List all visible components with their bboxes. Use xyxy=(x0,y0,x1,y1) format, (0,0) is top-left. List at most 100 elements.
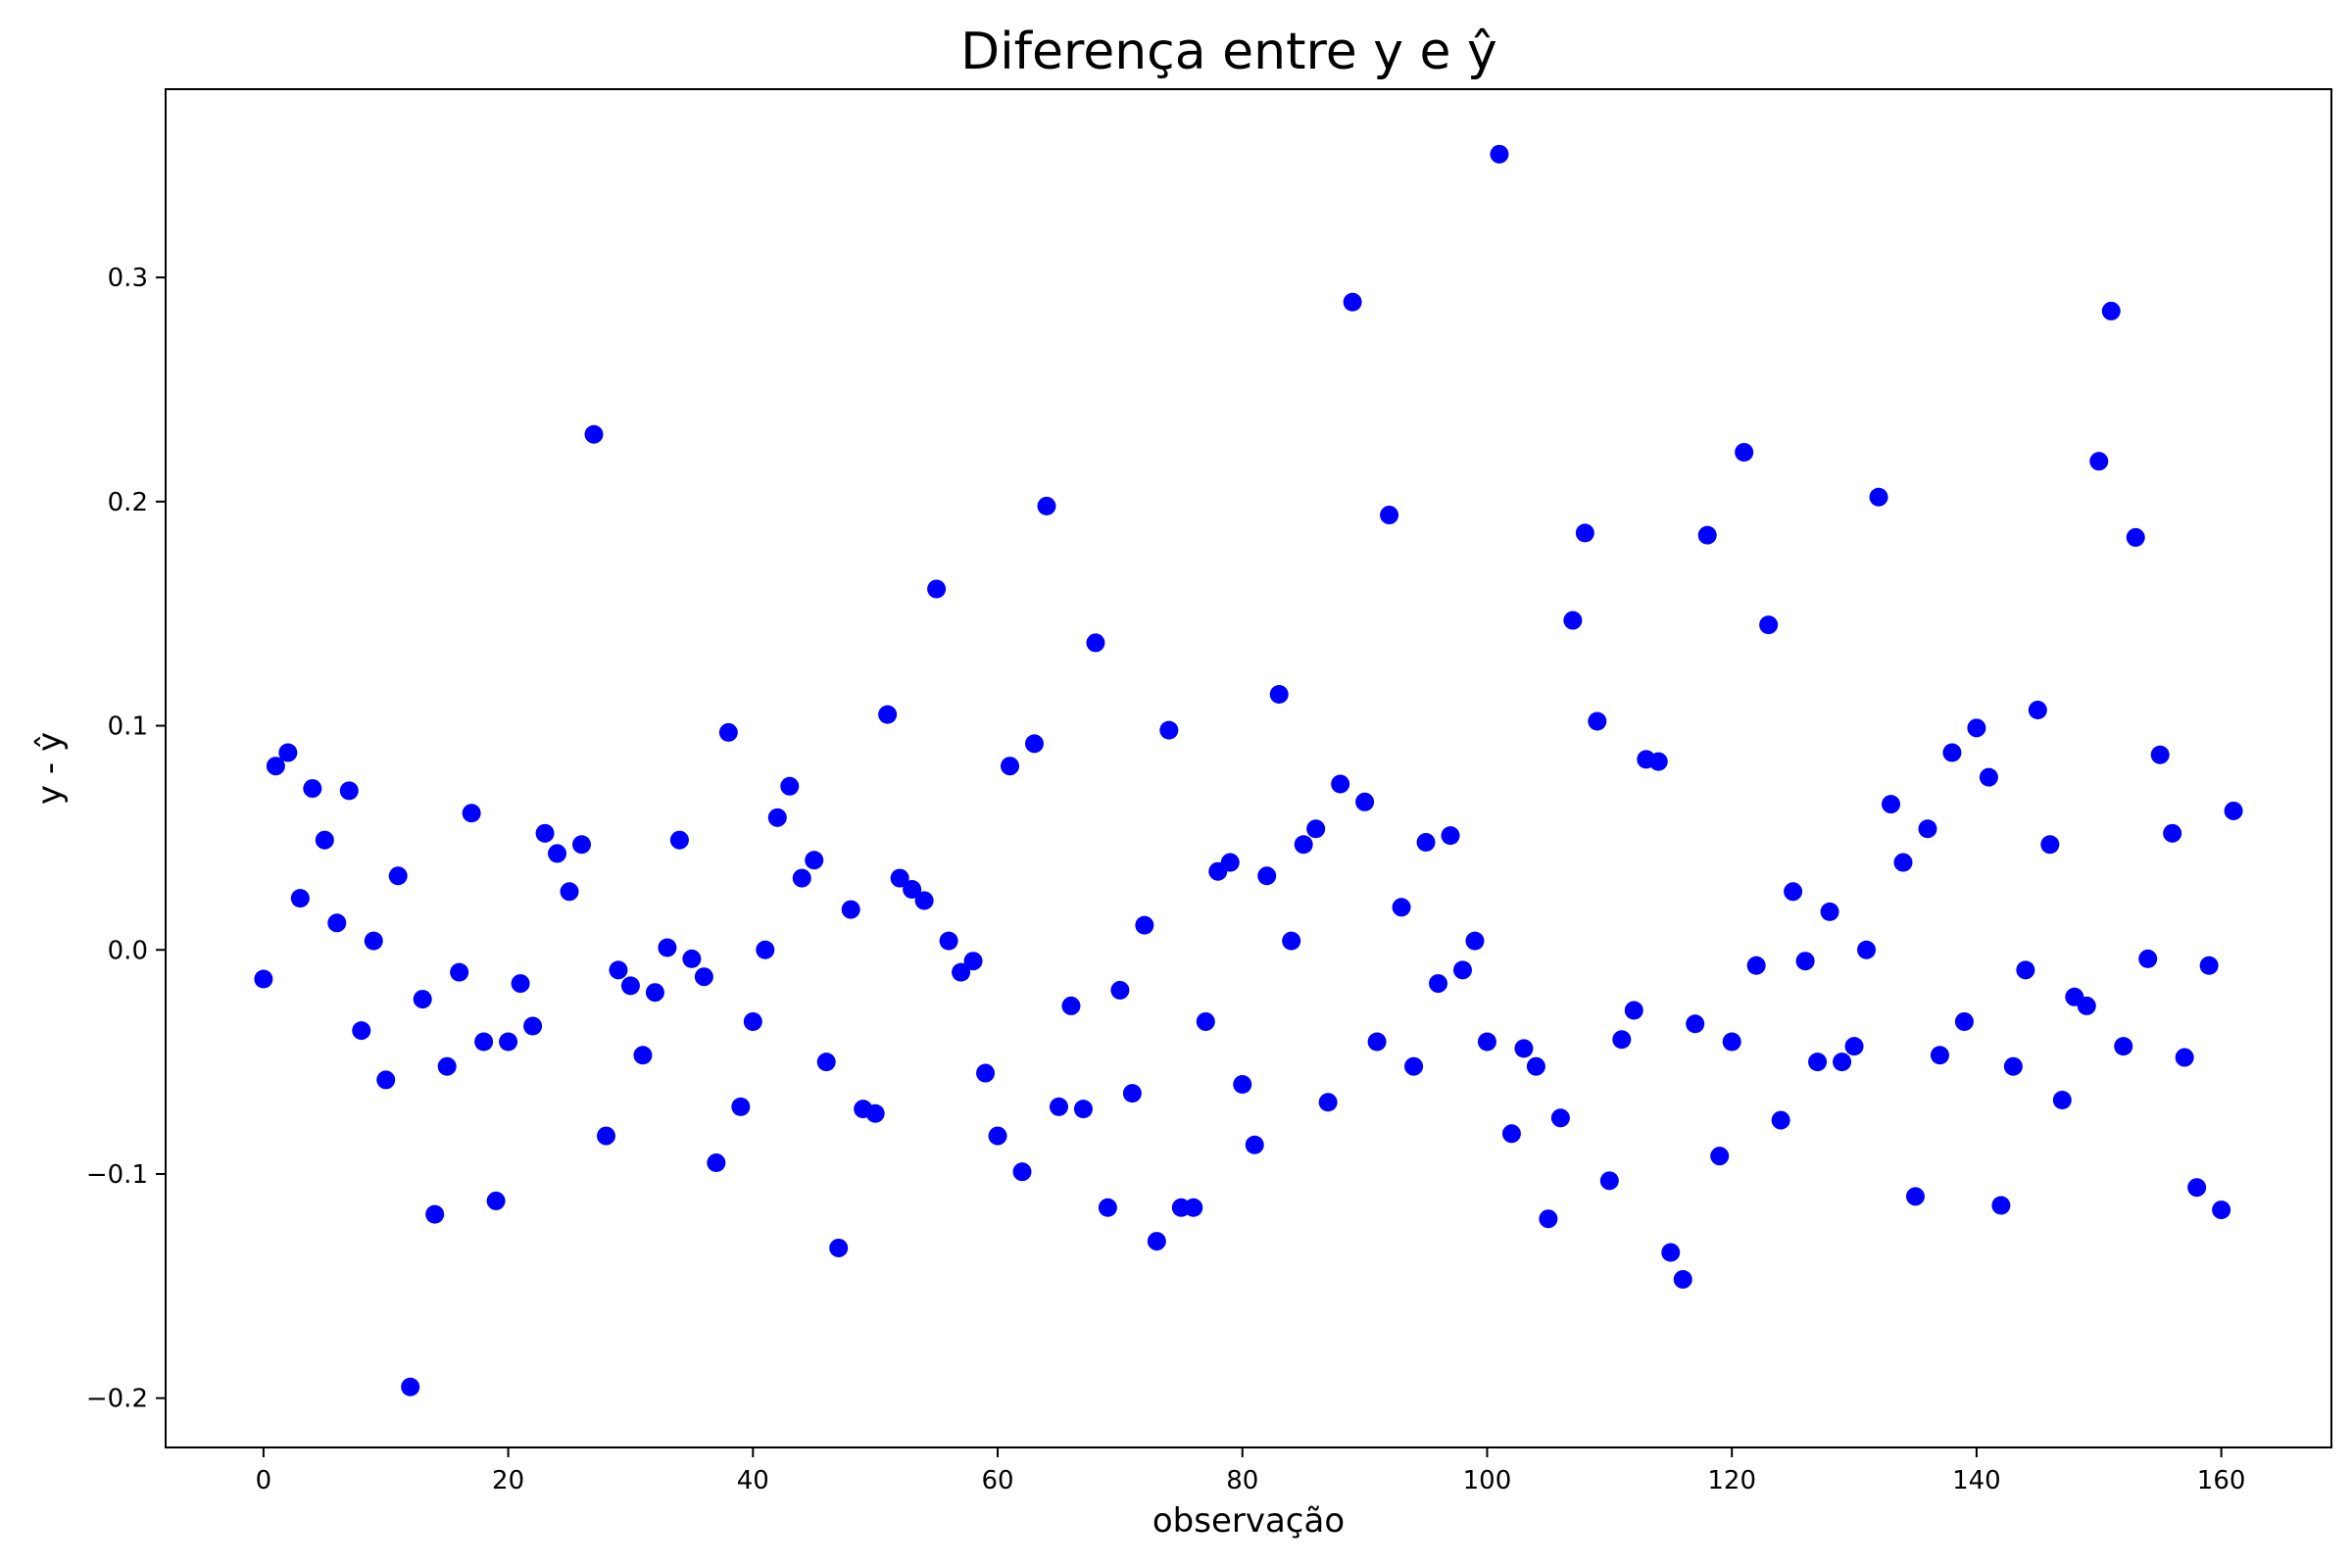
scatter-point xyxy=(1612,1030,1632,1050)
scatter-point xyxy=(1882,795,1901,814)
scatter-point xyxy=(1833,1053,1852,1072)
scatter-point xyxy=(1563,611,1583,630)
scatter-point xyxy=(1697,525,1717,545)
scatter-point xyxy=(2199,956,2219,975)
scatter-point xyxy=(890,868,909,888)
scatter-point xyxy=(865,1103,885,1123)
x-tick-label: 120 xyxy=(1707,1466,1756,1495)
scatter-point xyxy=(1930,1046,1949,1065)
scatter-point xyxy=(767,808,787,827)
y-tick-label: 0.1 xyxy=(108,712,148,742)
scatter-point xyxy=(352,1021,371,1041)
scatter-point xyxy=(682,949,702,968)
scatter-point xyxy=(1220,853,1240,872)
scatter-point xyxy=(1795,952,1815,971)
scatter-point xyxy=(1049,1097,1068,1116)
scatter-point xyxy=(1967,718,1986,738)
scatter-point xyxy=(633,1046,653,1065)
scatter-point xyxy=(1196,1011,1215,1031)
scatter-point xyxy=(266,757,285,776)
scatter-point xyxy=(1722,1032,1741,1052)
scatter-point xyxy=(2028,701,2047,720)
scatter-point xyxy=(780,776,800,796)
scatter-point xyxy=(1893,853,1913,872)
scatter-point xyxy=(376,1070,396,1090)
scatter-point xyxy=(474,1032,494,1052)
scatter-point xyxy=(1453,960,1473,980)
scatter-point xyxy=(1135,915,1154,935)
scatter-point xyxy=(1857,940,1877,959)
scatter-point xyxy=(1624,1001,1643,1020)
scatter-point xyxy=(841,900,860,919)
scatter-point xyxy=(486,1191,506,1210)
scatter-point xyxy=(927,579,947,599)
scatter-point xyxy=(572,835,592,855)
scatter-point xyxy=(1869,487,1888,507)
y-tick-label: 0.0 xyxy=(108,936,148,965)
x-tick-label: 40 xyxy=(737,1466,769,1495)
scatter-point xyxy=(254,969,273,989)
scatter-point xyxy=(669,830,689,850)
scatter-point xyxy=(2187,1178,2207,1198)
scatter-point xyxy=(1575,523,1594,543)
scatter-point xyxy=(1404,1056,1424,1076)
scatter-point xyxy=(2077,996,2096,1015)
scatter-point xyxy=(1771,1110,1790,1130)
scatter-point xyxy=(1110,980,1130,1000)
scatter-point xyxy=(2016,960,2035,980)
scatter-point xyxy=(1318,1093,1338,1112)
y-tick-label: 0.3 xyxy=(108,264,148,293)
scatter-point xyxy=(2052,1090,2072,1109)
y-tick-label: −0.2 xyxy=(86,1385,148,1414)
scatter-point xyxy=(1588,711,1607,731)
x-tick-label: 160 xyxy=(2197,1466,2246,1495)
scatter-point xyxy=(1269,685,1289,705)
scatter-point xyxy=(2163,823,2182,843)
scatter-point xyxy=(658,938,677,957)
scatter-point xyxy=(1233,1074,1252,1094)
scatter-point xyxy=(2212,1200,2231,1220)
scatter-point xyxy=(609,960,628,980)
scatter-point xyxy=(1257,866,1277,886)
scatter-point xyxy=(364,931,383,951)
scatter-point xyxy=(2150,745,2170,764)
x-tick-label: 140 xyxy=(1952,1466,2001,1495)
scatter-point xyxy=(2101,301,2121,320)
scatter-point xyxy=(1550,1108,1570,1128)
scatter-point xyxy=(1147,1232,1166,1251)
scatter-point xyxy=(976,1063,996,1083)
scatter-point xyxy=(2138,949,2158,968)
scatter-point xyxy=(1012,1162,1032,1182)
scatter-point xyxy=(816,1053,836,1072)
scatter-point xyxy=(939,931,958,951)
scatter-point xyxy=(1416,832,1436,852)
chart-title: Diferença entre y e ŷ xyxy=(960,23,1497,81)
scatter-point xyxy=(401,1377,420,1396)
scatter-point xyxy=(1086,633,1105,653)
axes-ticks: 0 20 40 60 80 100 120 140 160 −0.2 −0.1 0.0 0.1 0.2 0.… xyxy=(86,264,2246,1495)
scatter-point xyxy=(1501,1124,1521,1144)
x-tick-label: 20 xyxy=(492,1466,524,1495)
scatter-point xyxy=(584,424,604,444)
scatter-point xyxy=(2114,1037,2133,1056)
scatter-point xyxy=(450,962,469,982)
scatter-point xyxy=(1306,819,1326,839)
scatter-point xyxy=(1037,496,1056,515)
scatter-point xyxy=(462,804,481,823)
scatter-point xyxy=(1673,1269,1692,1289)
scatter-point xyxy=(2126,527,2145,547)
scatter-point xyxy=(290,889,310,908)
scatter-point xyxy=(743,1011,762,1031)
data-points xyxy=(254,144,2243,1396)
scatter-point xyxy=(1844,1037,1864,1056)
x-tick-label: 80 xyxy=(1226,1466,1258,1495)
scatter-point xyxy=(1477,1032,1496,1052)
scatter-point xyxy=(1784,882,1803,902)
scatter-point xyxy=(499,1032,518,1052)
scatter-point xyxy=(829,1238,849,1257)
scatter-point xyxy=(315,830,334,850)
scatter-point xyxy=(1429,974,1448,994)
scatter-point xyxy=(792,868,811,888)
scatter-point xyxy=(1024,734,1044,754)
plot-area-frame xyxy=(165,88,2332,1448)
